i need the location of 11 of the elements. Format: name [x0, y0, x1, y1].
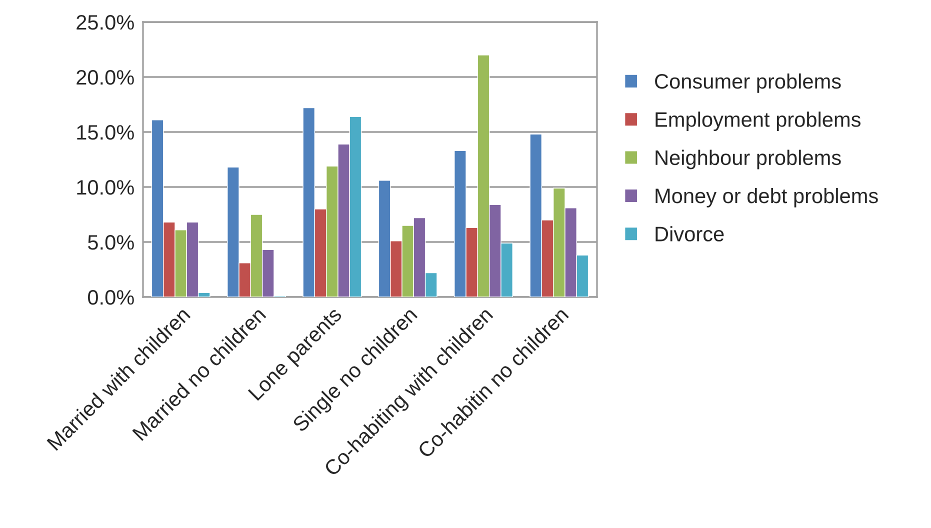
y-tick-label: 5.0% [88, 235, 134, 250]
y-tick-label: 10.0% [77, 180, 134, 195]
legend-label: Money or debt problems [656, 188, 878, 208]
y-tick-label: 15.0% [77, 125, 134, 140]
y-tick-label: 25.0% [76, 15, 134, 30]
legend-label: Consumer problems [655, 73, 841, 93]
y-tick-label: 20.0% [76, 70, 134, 85]
y-tick-label: 0.0% [88, 290, 134, 305]
legend-label: Divorce [656, 226, 724, 242]
legend-label: Employment problems [656, 112, 860, 132]
legend-label: Neighbour problems [656, 150, 841, 170]
